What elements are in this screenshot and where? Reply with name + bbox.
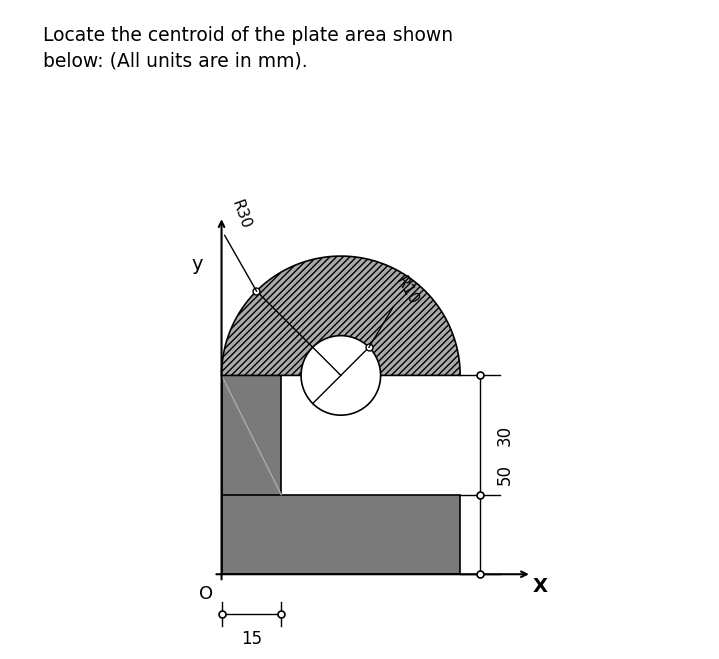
Text: 15: 15 bbox=[241, 630, 262, 648]
Text: 50: 50 bbox=[496, 465, 514, 485]
Text: R30: R30 bbox=[229, 198, 253, 231]
Text: X: X bbox=[532, 577, 547, 596]
Text: R10: R10 bbox=[393, 274, 421, 308]
Circle shape bbox=[301, 335, 380, 415]
Text: y: y bbox=[192, 254, 203, 273]
Text: Locate the centroid of the plate area shown
below: (All units are in mm).: Locate the centroid of the plate area sh… bbox=[43, 26, 453, 71]
Text: 30: 30 bbox=[496, 424, 514, 445]
Polygon shape bbox=[221, 376, 281, 574]
Polygon shape bbox=[221, 495, 460, 574]
Polygon shape bbox=[221, 256, 460, 376]
Text: O: O bbox=[198, 585, 213, 603]
